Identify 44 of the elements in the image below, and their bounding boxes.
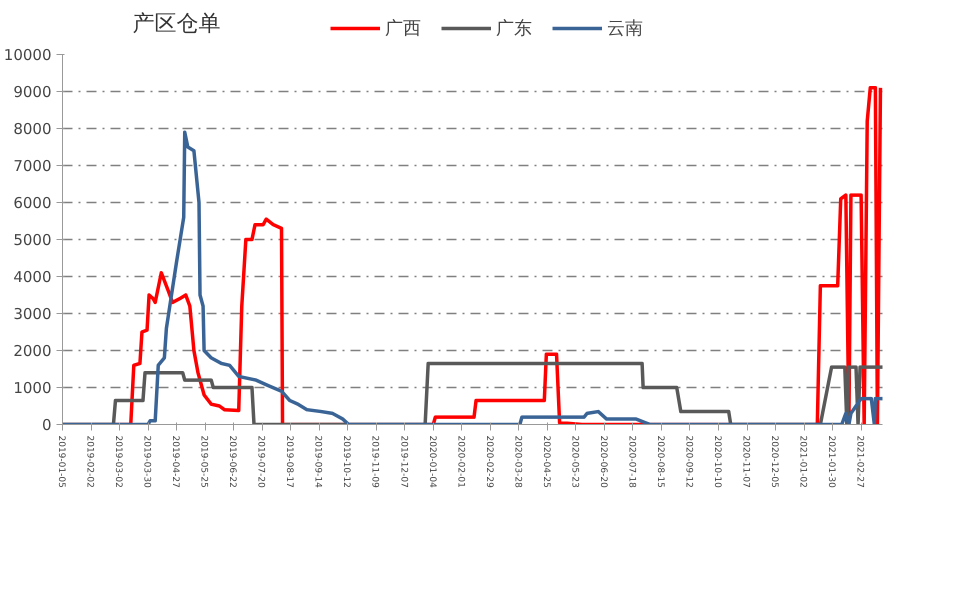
legend-label: 广西 xyxy=(385,17,421,40)
x-tick-label: 2020-02-29 xyxy=(484,436,494,488)
y-tick-label: 2000 xyxy=(13,342,52,360)
x-tick-label: 2020-09-12 xyxy=(683,436,694,488)
x-tick-label: 2019-10-12 xyxy=(341,436,352,488)
x-tick-label: 2019-03-30 xyxy=(142,436,152,488)
x-tick-label: 2019-08-17 xyxy=(284,436,294,488)
y-tick-label: 4000 xyxy=(13,268,52,286)
x-tick-label: 2020-03-28 xyxy=(512,436,522,488)
x-tick-label: 2019-12-07 xyxy=(398,436,408,488)
y-tick-label: 1000 xyxy=(13,379,52,397)
y-tick-label: 6000 xyxy=(13,194,52,212)
x-tick-label: 2021-02-27 xyxy=(854,436,865,488)
y-tick-label: 0 xyxy=(42,416,52,434)
y-tick-label: 9000 xyxy=(13,83,52,101)
x-tick-label: 2019-05-25 xyxy=(198,436,209,488)
y-tick-label: 5000 xyxy=(13,231,52,249)
y-tick-label: 10000 xyxy=(4,46,52,64)
x-tick-label: 2019-09-14 xyxy=(312,436,323,488)
x-tick-label: 2019-03-02 xyxy=(113,436,124,488)
x-tick-label: 2019-02-02 xyxy=(84,436,95,488)
x-tick-label: 2020-02-01 xyxy=(455,436,466,488)
x-tick-label: 2020-04-25 xyxy=(540,436,551,488)
x-tick-label: 2020-11-07 xyxy=(740,436,751,488)
chart-title: 产区仓单 xyxy=(132,12,220,36)
y-tick-label: 8000 xyxy=(13,120,52,138)
x-tick-label: 2020-01-04 xyxy=(426,436,437,488)
legend-label: 广东 xyxy=(496,17,532,40)
x-tick-label: 2020-07-18 xyxy=(626,436,636,488)
x-tick-label: 2021-01-30 xyxy=(826,436,836,488)
x-tick-label: 2020-12-05 xyxy=(769,436,780,488)
x-tick-label: 2019-06-22 xyxy=(227,436,238,488)
x-tick-label: 2020-05-23 xyxy=(569,436,580,488)
x-tick-label: 2020-06-20 xyxy=(598,436,608,488)
x-tick-label: 2020-10-10 xyxy=(712,436,722,488)
legend-label: 云南 xyxy=(607,17,643,40)
y-tick-label: 3000 xyxy=(13,305,52,323)
x-tick-label: 2019-04-27 xyxy=(170,436,180,488)
y-tick-label: 7000 xyxy=(13,157,52,175)
x-tick-label: 2019-07-20 xyxy=(256,436,266,488)
x-tick-label: 2019-01-05 xyxy=(56,436,66,488)
x-tick-label: 2020-08-15 xyxy=(654,436,665,488)
x-tick-label: 2019-11-09 xyxy=(370,436,380,488)
x-tick-label: 2021-01-02 xyxy=(798,436,808,488)
